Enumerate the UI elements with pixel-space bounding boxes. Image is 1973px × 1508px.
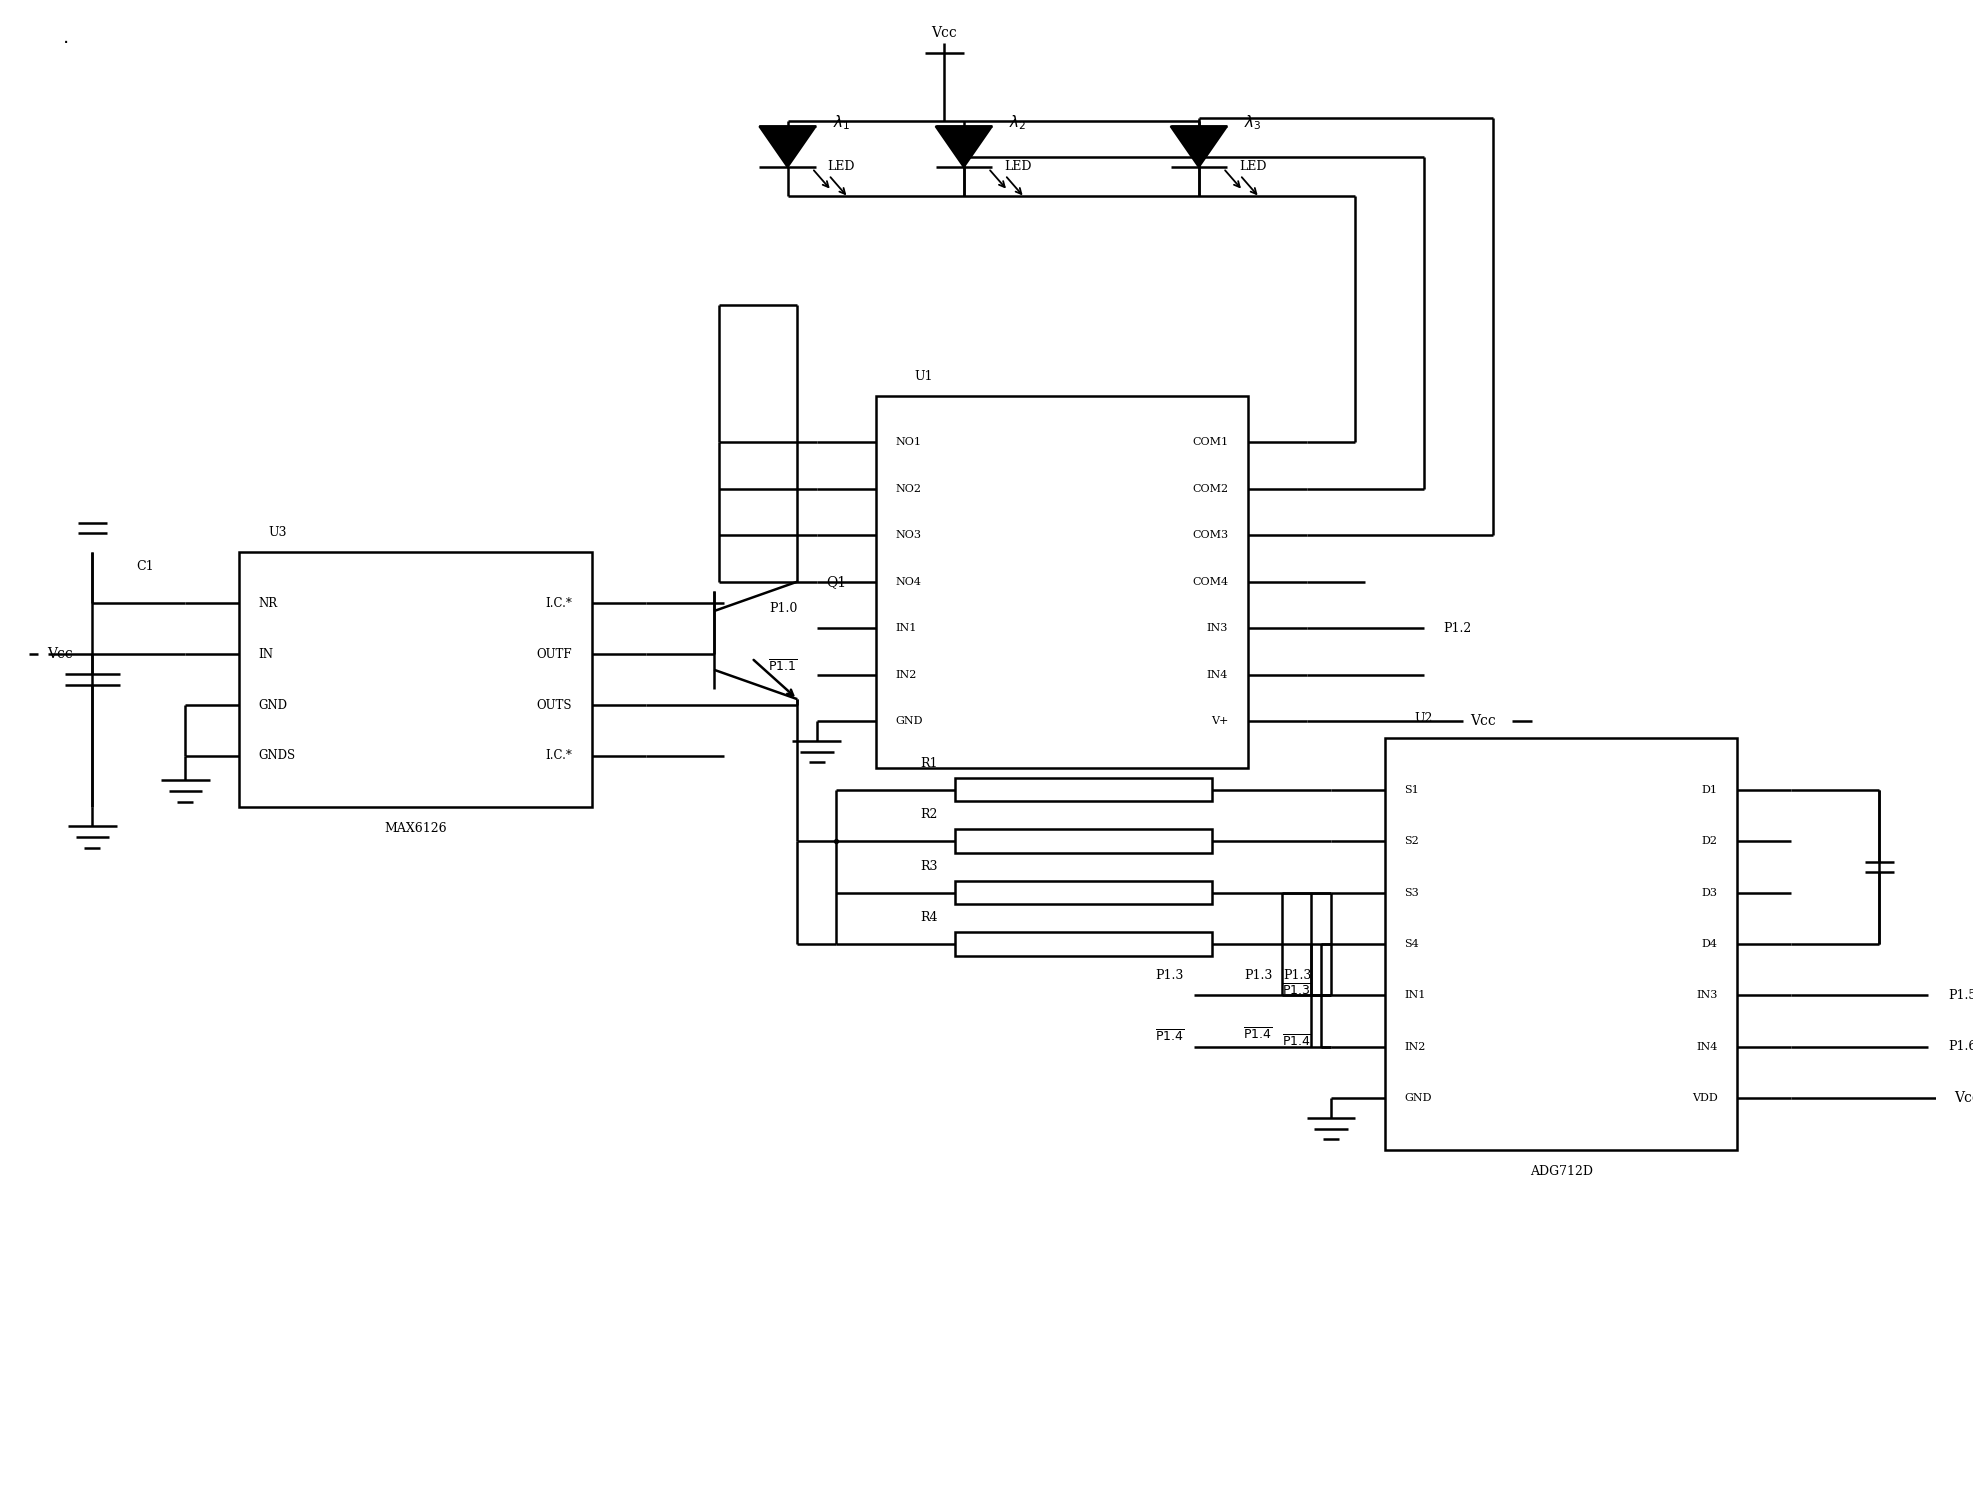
- Text: P1.5: P1.5: [1947, 989, 1973, 1001]
- Text: IN3: IN3: [1697, 991, 1718, 1000]
- Text: P1.2: P1.2: [1444, 621, 1472, 635]
- Text: V+: V+: [1211, 716, 1227, 727]
- Text: $\lambda_1$: $\lambda_1$: [833, 113, 850, 131]
- Text: I.C.*: I.C.*: [545, 597, 572, 609]
- Text: R2: R2: [919, 808, 937, 822]
- Text: .: .: [63, 29, 69, 47]
- Text: P1.3: P1.3: [1282, 970, 1312, 982]
- Bar: [955, 881, 1211, 905]
- Text: C1: C1: [136, 561, 154, 573]
- Text: S1: S1: [1405, 784, 1419, 795]
- Text: IN: IN: [258, 647, 274, 661]
- Text: $\overline{\mathrm{P1.4}}$: $\overline{\mathrm{P1.4}}$: [1243, 1027, 1273, 1042]
- Text: ADG712D: ADG712D: [1529, 1164, 1592, 1178]
- Text: NO4: NO4: [896, 576, 921, 587]
- Text: R1: R1: [919, 757, 937, 769]
- Text: MAX4066C: MAX4066C: [1026, 783, 1097, 796]
- Text: GND: GND: [1405, 1093, 1432, 1104]
- Text: LED: LED: [1004, 160, 1032, 173]
- Text: IN2: IN2: [1405, 1042, 1426, 1051]
- Text: VDD: VDD: [1693, 1093, 1718, 1104]
- Text: MAX6126: MAX6126: [385, 822, 446, 835]
- Text: U1: U1: [915, 369, 933, 383]
- Text: P1.0: P1.0: [769, 602, 797, 615]
- Polygon shape: [760, 127, 815, 167]
- Text: U2: U2: [1415, 712, 1432, 725]
- Text: Vcc: Vcc: [931, 26, 957, 41]
- Text: COM1: COM1: [1192, 437, 1227, 446]
- Text: S3: S3: [1405, 888, 1419, 897]
- Text: COM2: COM2: [1192, 484, 1227, 493]
- Bar: [955, 829, 1211, 854]
- Text: S2: S2: [1405, 835, 1419, 846]
- Text: GND: GND: [258, 698, 288, 712]
- Text: GND: GND: [896, 716, 923, 727]
- Text: IN2: IN2: [896, 670, 917, 680]
- Text: GNDS: GNDS: [258, 749, 296, 763]
- Text: IN1: IN1: [896, 623, 917, 633]
- Bar: [239, 552, 592, 807]
- Text: Vcc: Vcc: [1470, 715, 1496, 728]
- Text: P1.6: P1.6: [1947, 1041, 1973, 1053]
- Text: COM3: COM3: [1192, 531, 1227, 540]
- Text: $\overline{\mathrm{P1.1}}$: $\overline{\mathrm{P1.1}}$: [767, 659, 797, 674]
- Text: NR: NR: [258, 597, 278, 609]
- Text: P1.3: P1.3: [1156, 970, 1184, 982]
- Text: $\overline{\mathrm{P1.4}}$: $\overline{\mathrm{P1.4}}$: [1154, 1030, 1184, 1045]
- Text: D2: D2: [1703, 835, 1718, 846]
- Text: IN3: IN3: [1207, 623, 1227, 633]
- Text: $\overline{\mathrm{P1.4}}$: $\overline{\mathrm{P1.4}}$: [1282, 1034, 1312, 1050]
- Text: D3: D3: [1703, 888, 1718, 897]
- Text: COM4: COM4: [1192, 576, 1227, 587]
- Text: IN4: IN4: [1697, 1042, 1718, 1051]
- Text: S4: S4: [1405, 939, 1419, 949]
- Text: LED: LED: [1239, 160, 1267, 173]
- Bar: [876, 395, 1247, 768]
- Text: $\lambda_3$: $\lambda_3$: [1243, 113, 1261, 131]
- Text: NO2: NO2: [896, 484, 921, 493]
- Text: Vcc: Vcc: [47, 647, 73, 661]
- Text: Vcc: Vcc: [1955, 1092, 1973, 1105]
- Text: NO3: NO3: [896, 531, 921, 540]
- Text: R3: R3: [919, 860, 937, 873]
- Polygon shape: [1170, 127, 1227, 167]
- Text: LED: LED: [827, 160, 854, 173]
- Text: IN1: IN1: [1405, 991, 1426, 1000]
- Text: NO1: NO1: [896, 437, 921, 446]
- Text: $\lambda_2$: $\lambda_2$: [1008, 113, 1026, 131]
- Polygon shape: [935, 127, 992, 167]
- Text: I.C.*: I.C.*: [545, 749, 572, 763]
- Bar: [955, 778, 1211, 801]
- Text: OUTS: OUTS: [537, 698, 572, 712]
- Text: R4: R4: [919, 911, 937, 924]
- Bar: [955, 932, 1211, 956]
- Text: $\overline{\mathrm{P1.3}}$: $\overline{\mathrm{P1.3}}$: [1282, 983, 1312, 998]
- Text: IN4: IN4: [1207, 670, 1227, 680]
- Text: Q1: Q1: [827, 575, 846, 588]
- Text: D1: D1: [1703, 784, 1718, 795]
- Text: D4: D4: [1703, 939, 1718, 949]
- Bar: [1385, 739, 1738, 1149]
- Text: OUTF: OUTF: [537, 647, 572, 661]
- Text: P1.3: P1.3: [1243, 970, 1273, 982]
- Text: U3: U3: [268, 526, 286, 540]
